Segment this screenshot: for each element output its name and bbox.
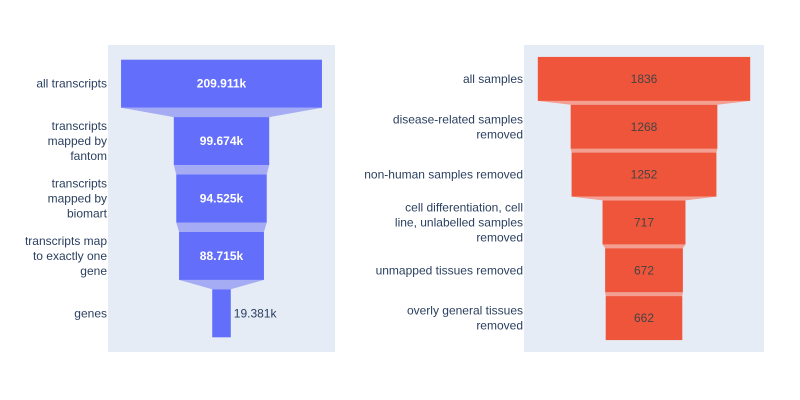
transcripts-value-label-3: 94.525k (200, 192, 244, 206)
samples-connector-2 (570, 148, 718, 153)
transcripts-category-label-5: genes (74, 306, 107, 320)
samples-value-label-2: 1268 (631, 120, 658, 134)
samples-value-label-1: 1836 (631, 72, 658, 86)
samples-connector-4 (602, 244, 686, 249)
samples-bar-1 (537, 56, 751, 101)
samples-bar-4 (602, 200, 686, 245)
samples-bar-5 (605, 248, 683, 293)
samples-bar-6 (605, 296, 683, 341)
transcripts-category-label-2: transcripts mapped by fantom (48, 119, 107, 163)
samples-category-label-5: unmapped tissues removed (376, 263, 523, 277)
samples-category-label-6: overly general tissues removed (407, 304, 523, 333)
samples-category-label-4: cell differentiation, cell line, unlabell… (395, 200, 523, 244)
samples-value-label-4: 717 (634, 215, 654, 229)
samples-connector-5 (605, 292, 683, 297)
transcripts-connector-4 (179, 279, 264, 290)
samples-category-label-1: all samples (463, 72, 523, 86)
samples-category-label-3: non-human samples removed (364, 168, 523, 182)
transcripts-value-label-2: 99.674k (200, 134, 244, 148)
samples-value-label-3: 1252 (631, 168, 658, 182)
transcripts-bar-4 (179, 231, 264, 280)
funnel-chart-transcripts: 209.911k all transcripts 99.674k transcript… (25, 45, 335, 352)
transcripts-bar-3 (176, 174, 267, 223)
transcripts-value-label-1: 209.911k (197, 77, 247, 91)
transcripts-value-label-5: 19.381k (234, 306, 278, 320)
transcripts-value-label-4: 88.715k (200, 249, 244, 263)
samples-value-label-5: 672 (634, 263, 654, 277)
samples-bar-2 (570, 104, 718, 149)
transcripts-connector-3 (176, 222, 267, 232)
samples-connector-3 (571, 196, 717, 201)
transcripts-connector-1 (121, 107, 322, 118)
samples-connector-1 (537, 100, 751, 105)
transcripts-connector-2 (173, 165, 270, 175)
transcripts-bar-5 (212, 289, 231, 338)
funnel-chart-samples: 1836 all samples 1268 disease-related sampl… (364, 45, 764, 352)
transcripts-bar-1 (121, 59, 322, 108)
samples-category-label-2: disease-related samples removed (393, 112, 523, 141)
transcripts-bar-2 (173, 117, 270, 166)
samples-value-label-6: 662 (634, 311, 654, 325)
transcripts-category-label-4: transcripts map to exactly one gene (25, 234, 107, 278)
transcripts-category-label-3: transcripts mapped by biomart (48, 177, 108, 221)
samples-bar-3 (571, 152, 717, 197)
transcripts-category-label-1: all transcripts (36, 77, 107, 91)
